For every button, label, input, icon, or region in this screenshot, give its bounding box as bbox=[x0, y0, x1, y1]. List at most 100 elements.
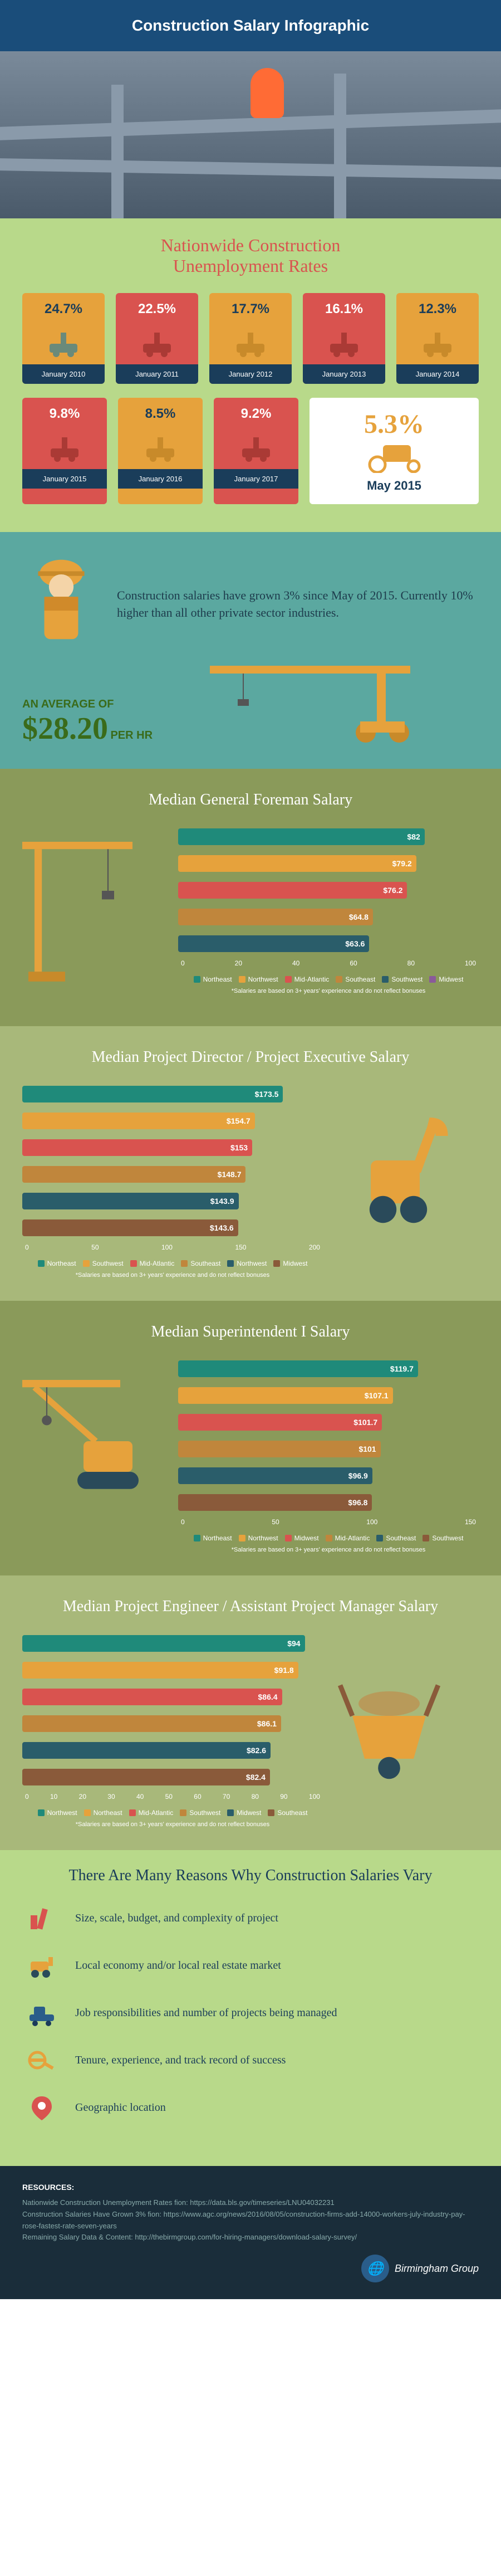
legend-label: Southeast bbox=[190, 1260, 220, 1267]
resources-section: RESOURCES: Nationwide Construction Unemp… bbox=[0, 2166, 501, 2299]
bar-row: $143.9 bbox=[22, 1190, 323, 1212]
bar-value-label: $154.7 bbox=[227, 1116, 250, 1125]
axis-tick: 60 bbox=[194, 1793, 201, 1801]
legend-label: Mid-Atlantic bbox=[139, 1809, 174, 1817]
equipment-icon bbox=[22, 1358, 167, 1536]
reason-text: Local economy and/or local real estate m… bbox=[75, 1959, 479, 1972]
legend-item: Northeast bbox=[38, 1260, 76, 1267]
legend: NortheastNorthwestMid-AtlanticSoutheastS… bbox=[178, 975, 479, 983]
reason-icon bbox=[22, 1996, 61, 2029]
legend-label: Northeast bbox=[203, 975, 232, 983]
legend-label: Southwest bbox=[92, 1260, 124, 1267]
legend-label: Southwest bbox=[391, 975, 423, 983]
year-icon bbox=[116, 320, 198, 364]
legend-label: Midwest bbox=[283, 1260, 307, 1267]
chart-title: Median Project Engineer / Assistant Proj… bbox=[22, 1598, 479, 1616]
hero-image bbox=[0, 51, 501, 218]
equipment-icon bbox=[334, 1632, 479, 1811]
bar-row: $173.5 bbox=[22, 1083, 323, 1105]
legend-item: Northwest bbox=[239, 975, 278, 983]
year-card: 9.8% January 2015 bbox=[22, 398, 107, 504]
axis-tick: 200 bbox=[309, 1243, 320, 1251]
resource-line: Construction Salaries Have Grown 3% fion… bbox=[22, 2209, 479, 2232]
crane-icon bbox=[164, 660, 479, 747]
bar: $153 bbox=[22, 1139, 252, 1156]
highlight-card: 5.3% May 2015 bbox=[310, 398, 479, 504]
legend-swatch bbox=[326, 1535, 332, 1541]
legend-swatch bbox=[194, 1535, 200, 1541]
resource-line: Nationwide Construction Unemployment Rat… bbox=[22, 2197, 479, 2209]
bar-row: $101.7 bbox=[178, 1411, 479, 1433]
legend-item: Northwest bbox=[239, 1534, 278, 1542]
axis-tick: 100 bbox=[366, 1518, 377, 1526]
bar-value-label: $107.1 bbox=[365, 1391, 389, 1400]
legend-item: Southeast bbox=[376, 1534, 416, 1542]
legend-swatch bbox=[268, 1809, 274, 1816]
bar: $96.8 bbox=[178, 1494, 372, 1511]
legend-item: Southeast bbox=[336, 975, 375, 983]
bar-row: $101 bbox=[178, 1438, 479, 1460]
legend-swatch bbox=[285, 1535, 292, 1541]
bar: $173.5 bbox=[22, 1086, 283, 1102]
unemployment-title: Nationwide Construction Unemployment Rat… bbox=[22, 235, 479, 276]
legend-swatch bbox=[38, 1260, 45, 1267]
chart-section: Median Superintendent I Salary $119.7$10… bbox=[0, 1301, 501, 1575]
bar-value-label: $76.2 bbox=[383, 886, 402, 895]
year-label: January 2010 bbox=[22, 364, 105, 384]
year-label: January 2017 bbox=[214, 469, 298, 489]
legend-item: Southwest bbox=[382, 975, 423, 983]
legend: NorthwestNortheastMid-AtlanticSouthwestM… bbox=[22, 1809, 323, 1817]
bar-row: $96.9 bbox=[178, 1465, 479, 1487]
x-axis: 050100150 bbox=[178, 1518, 479, 1526]
bar-value-label: $101.7 bbox=[353, 1418, 377, 1427]
bar: $82.6 bbox=[22, 1742, 271, 1759]
axis-tick: 0 bbox=[25, 1793, 29, 1801]
legend-label: Southeast bbox=[386, 1534, 416, 1542]
infographic-page: Construction Salary Infographic Nationwi… bbox=[0, 0, 501, 2299]
bar: $154.7 bbox=[22, 1113, 255, 1129]
bar-row: $79.2 bbox=[178, 852, 479, 875]
legend-swatch bbox=[84, 1809, 91, 1816]
reason-icon bbox=[22, 2043, 61, 2077]
legend-swatch bbox=[336, 976, 342, 983]
charts-host: Median General Foreman Salary $82$79.2$7… bbox=[0, 769, 501, 1850]
legend-label: Northwest bbox=[237, 1260, 267, 1267]
axis-tick: 40 bbox=[136, 1793, 144, 1801]
chart-title: Median Project Director / Project Execut… bbox=[22, 1048, 479, 1066]
legend-label: Southeast bbox=[277, 1809, 307, 1817]
chart-footnote: *Salaries are based on 3+ years' experie… bbox=[22, 1821, 323, 1828]
bar-value-label: $143.9 bbox=[210, 1197, 234, 1206]
axis-tick: 50 bbox=[91, 1243, 99, 1251]
legend-item: Midwest bbox=[429, 975, 463, 983]
bar: $143.9 bbox=[22, 1193, 239, 1209]
year-card: 24.7% January 2010 bbox=[22, 293, 105, 384]
year-icon bbox=[22, 425, 107, 469]
bar: $63.6 bbox=[178, 935, 369, 952]
bar: $94 bbox=[22, 1635, 305, 1652]
bar-chart: $82 $79.2 $76.2 $64.8 $63.6 020406080100 Nor… bbox=[178, 826, 479, 1004]
bar-row: $76.2 bbox=[178, 879, 479, 901]
bar-row: $143.6 bbox=[22, 1217, 323, 1239]
year-label: January 2014 bbox=[396, 364, 479, 384]
legend-item: Northeast bbox=[194, 975, 232, 983]
bar: $101 bbox=[178, 1441, 381, 1457]
bar-value-label: $148.7 bbox=[218, 1170, 242, 1179]
year-pct: 16.1% bbox=[303, 293, 385, 320]
bar: $86.1 bbox=[22, 1715, 281, 1732]
bar-row: $82 bbox=[178, 826, 479, 848]
legend-swatch bbox=[227, 1260, 234, 1267]
bar-value-label: $64.8 bbox=[349, 913, 369, 921]
year-label: January 2013 bbox=[303, 364, 385, 384]
reason-row: Tenure, experience, and track record of … bbox=[22, 2043, 479, 2077]
x-axis: 020406080100 bbox=[178, 959, 479, 967]
legend-swatch bbox=[273, 1260, 280, 1267]
tractor-icon bbox=[355, 440, 433, 473]
year-icon bbox=[209, 320, 292, 364]
year-grid-row2: 9.8% January 2015 8.5% January 2016 9.2%… bbox=[22, 398, 479, 504]
legend-item: Midwest bbox=[227, 1809, 261, 1817]
legend-swatch bbox=[239, 976, 245, 983]
legend-swatch bbox=[239, 1535, 245, 1541]
globe-icon: 🌐 bbox=[361, 2255, 389, 2282]
bar: $148.7 bbox=[22, 1166, 245, 1183]
legend-swatch bbox=[130, 1260, 137, 1267]
